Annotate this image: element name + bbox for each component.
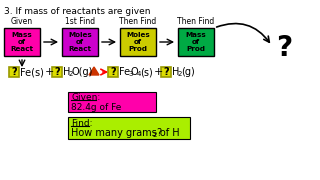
FancyBboxPatch shape bbox=[62, 28, 98, 56]
Text: Mass
of
React: Mass of React bbox=[11, 32, 34, 52]
FancyBboxPatch shape bbox=[178, 28, 214, 56]
Text: Moles
of
React: Moles of React bbox=[68, 32, 92, 52]
Text: 2: 2 bbox=[178, 71, 182, 77]
Text: ?: ? bbox=[156, 128, 162, 138]
Text: Fe(s): Fe(s) bbox=[20, 67, 44, 77]
Text: ?: ? bbox=[276, 34, 292, 62]
Text: 2: 2 bbox=[69, 71, 73, 77]
Text: (s): (s) bbox=[140, 67, 153, 77]
Text: H: H bbox=[172, 67, 180, 77]
FancyBboxPatch shape bbox=[68, 92, 156, 112]
Text: Given: Given bbox=[11, 17, 33, 26]
Text: 4: 4 bbox=[137, 71, 141, 77]
Text: +: + bbox=[154, 67, 164, 77]
FancyBboxPatch shape bbox=[108, 67, 118, 77]
Text: Fe: Fe bbox=[119, 67, 130, 77]
FancyBboxPatch shape bbox=[120, 28, 156, 56]
Text: ?: ? bbox=[11, 67, 17, 77]
FancyBboxPatch shape bbox=[161, 67, 171, 77]
Text: Given:: Given: bbox=[71, 93, 100, 102]
Text: Then Find: Then Find bbox=[119, 17, 156, 26]
Text: 3. If mass of reactants are given: 3. If mass of reactants are given bbox=[4, 7, 150, 16]
Text: +: + bbox=[45, 67, 54, 77]
FancyBboxPatch shape bbox=[9, 67, 19, 77]
Text: 3: 3 bbox=[128, 71, 132, 77]
Text: Find:: Find: bbox=[71, 118, 92, 127]
FancyBboxPatch shape bbox=[4, 28, 40, 56]
Text: (g): (g) bbox=[181, 67, 195, 77]
Text: Then Find: Then Find bbox=[177, 17, 215, 26]
FancyBboxPatch shape bbox=[52, 67, 62, 77]
Text: O(g): O(g) bbox=[72, 67, 93, 77]
Text: Mass
of
Prod: Mass of Prod bbox=[186, 32, 206, 52]
Text: O: O bbox=[131, 67, 139, 77]
Text: ?: ? bbox=[163, 67, 169, 77]
Text: Moles
of
Prod: Moles of Prod bbox=[126, 32, 150, 52]
Text: ?: ? bbox=[54, 67, 60, 77]
Text: 82.4g of Fe: 82.4g of Fe bbox=[71, 102, 121, 111]
Text: ?: ? bbox=[110, 67, 116, 77]
Text: 1st Find: 1st Find bbox=[65, 17, 95, 26]
FancyBboxPatch shape bbox=[68, 117, 190, 139]
Polygon shape bbox=[89, 67, 99, 75]
Text: How many grams of H: How many grams of H bbox=[71, 128, 180, 138]
Text: H: H bbox=[63, 67, 70, 77]
Text: 2: 2 bbox=[153, 132, 157, 138]
